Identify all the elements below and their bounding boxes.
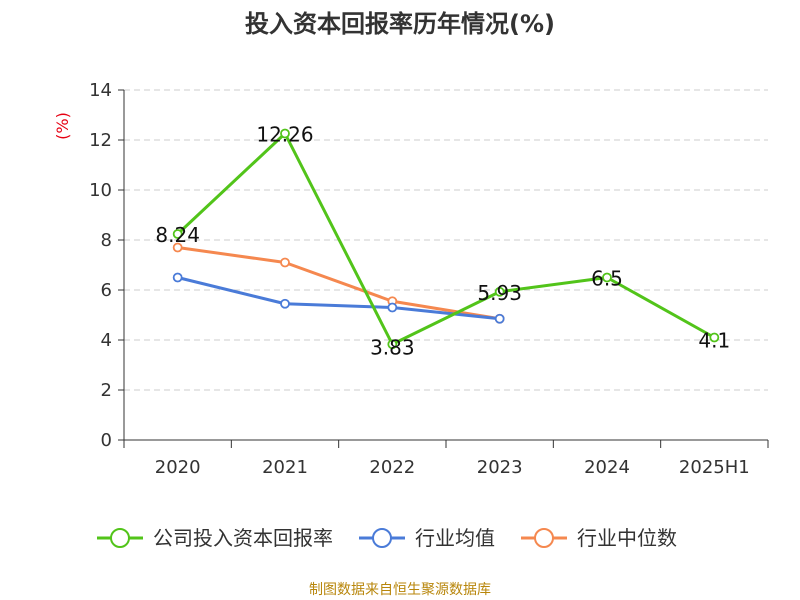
data-labels: 8.24 12.26 3.83 5.93 6.5 4.1 [155, 123, 730, 360]
y-tick-label: 4 [101, 330, 112, 351]
chart-title: 投入资本回报率历年情况(%) [245, 10, 555, 38]
data-point [172, 272, 183, 283]
data-point [387, 339, 398, 350]
legend-item: 行业均值 [359, 526, 495, 550]
y-tick-label: 12 [89, 130, 112, 151]
x-tick-label: 2023 [477, 457, 523, 478]
source-note: 制图数据来自恒生聚源数据库 [309, 582, 491, 598]
x-tick-label: 2022 [369, 457, 415, 478]
y-axis-unit-label: (%) [53, 112, 72, 140]
data-point [280, 257, 290, 268]
data-label: 5.93 [477, 281, 522, 305]
x-tick-label: 2024 [584, 457, 630, 478]
legend-swatch-marker [372, 528, 392, 548]
series-lines [172, 128, 720, 350]
legend-label: 行业中位数 [577, 526, 677, 550]
data-point [172, 242, 183, 253]
y-tick-label: 2 [101, 380, 112, 401]
data-label: 8.24 [155, 223, 200, 247]
y-tick-label: 0 [101, 430, 112, 451]
legend-item: 公司投入资本回报率 [97, 526, 333, 550]
data-label: 3.83 [370, 335, 415, 359]
data-label: 6.5 [591, 267, 623, 291]
legend-item: 行业中位数 [521, 526, 677, 550]
data-point [494, 286, 505, 297]
data-point [387, 302, 398, 313]
x-tick-label: 2021 [262, 457, 308, 478]
data-point [280, 128, 290, 139]
series-line [177, 246, 500, 321]
x-tick-label: 2025H1 [679, 457, 750, 478]
legend-label: 行业均值 [415, 526, 495, 550]
series-line [177, 276, 500, 321]
data-point [280, 298, 290, 309]
legend-swatch-marker [534, 528, 554, 548]
data-point [494, 313, 505, 324]
grid-lines [124, 89, 768, 391]
y-tick-label: 8 [101, 230, 112, 251]
data-label: 4.1 [698, 329, 730, 353]
legend-label: 公司投入资本回报率 [153, 526, 333, 550]
legend-swatch-marker [110, 528, 130, 548]
data-point [602, 272, 612, 283]
legend: 公司投入资本回报率 行业均值 行业中位数 [97, 526, 677, 550]
data-point [709, 332, 720, 343]
series-line [176, 132, 716, 346]
axes: 0 2 4 6 8 10 12 14 2020 2021 2022 2023 2024 2025H1 [89, 80, 769, 478]
data-label: 12.26 [256, 123, 313, 147]
y-tick-label: 6 [101, 280, 112, 301]
data-point [172, 229, 183, 239]
y-tick-label: 14 [89, 80, 112, 101]
x-tick-label: 2020 [155, 457, 201, 478]
y-tick-label: 10 [89, 180, 112, 201]
